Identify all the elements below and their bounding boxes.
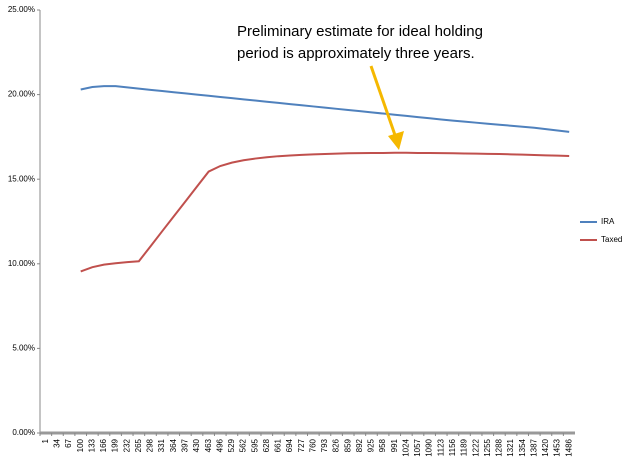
annotation-arrow (369, 65, 398, 139)
x-tick-label: 100 (76, 438, 85, 452)
x-tick-label: 1057 (413, 438, 422, 456)
series-line (80, 151, 570, 273)
x-tick-label: 661 (274, 438, 283, 452)
x-tick-label: 562 (239, 438, 248, 452)
x-tick-label: 727 (297, 438, 306, 452)
x-tick-label: 595 (250, 438, 259, 452)
x-tick-label: 496 (215, 438, 224, 452)
x-tick-label: 991 (390, 438, 399, 452)
x-tick-label: 1321 (506, 438, 515, 456)
x-tick-label: 1354 (518, 438, 527, 456)
x-tick-label: 1156 (448, 438, 457, 456)
x-tick-label: 1 (41, 438, 50, 443)
x-tick-label: 1288 (495, 438, 504, 456)
x-tick-label: 694 (285, 438, 294, 452)
x-tick-label: 1255 (483, 438, 492, 456)
x-tick-label: 232 (122, 438, 131, 452)
x-tick-label: 628 (262, 438, 271, 452)
annotation: period is approximately three years. (237, 45, 475, 62)
y-tick-label: 0.00% (12, 428, 35, 437)
x-tick-label: 529 (227, 438, 236, 452)
x-tick-label: 826 (332, 438, 341, 452)
x-tick-label: 1024 (401, 438, 410, 456)
x-tick-label: 859 (343, 438, 352, 452)
x-tick-label: 331 (157, 438, 166, 452)
x-tick-label: 1420 (541, 438, 550, 456)
x-tick-label: 1387 (529, 438, 538, 456)
x-tick-label: 892 (355, 438, 364, 452)
y-tick-label: 5.00% (12, 344, 35, 353)
y-tick-label: 15.00% (8, 174, 35, 183)
x-tick-label: 1222 (471, 438, 480, 456)
legend-label: Taxed (601, 235, 622, 244)
x-tick-label: 265 (134, 438, 143, 452)
y-tick-label: 25.00% (8, 5, 35, 14)
x-tick-label: 925 (367, 438, 376, 452)
x-tick-label: 34 (53, 438, 62, 447)
y-tick-label: 10.00% (8, 259, 35, 268)
annotation-arrowhead (388, 131, 404, 150)
x-tick-label: 364 (169, 438, 178, 452)
x-tick-label: 760 (308, 438, 317, 452)
x-tick-label: 67 (64, 438, 73, 447)
x-tick-label: 430 (192, 438, 201, 452)
x-tick-label: 298 (146, 438, 155, 452)
series-line (80, 85, 570, 133)
x-tick-label: 463 (204, 438, 213, 452)
x-tick-label: 397 (180, 438, 189, 452)
x-tick-label: 199 (111, 438, 120, 452)
y-tick-label: 20.00% (8, 90, 35, 99)
x-tick-label: 166 (99, 438, 108, 452)
annotation: Preliminary estimate for ideal holding (237, 23, 483, 40)
x-tick-label: 133 (87, 438, 96, 452)
x-tick-label: 1486 (564, 438, 573, 456)
x-tick-label: 793 (320, 438, 329, 452)
x-tick-label: 1189 (460, 438, 469, 456)
x-tick-label: 1090 (425, 438, 434, 456)
legend-label: IRA (601, 217, 615, 226)
x-tick-label: 958 (378, 438, 387, 452)
x-tick-label: 1453 (553, 438, 562, 456)
x-tick-label: 1123 (436, 438, 445, 456)
